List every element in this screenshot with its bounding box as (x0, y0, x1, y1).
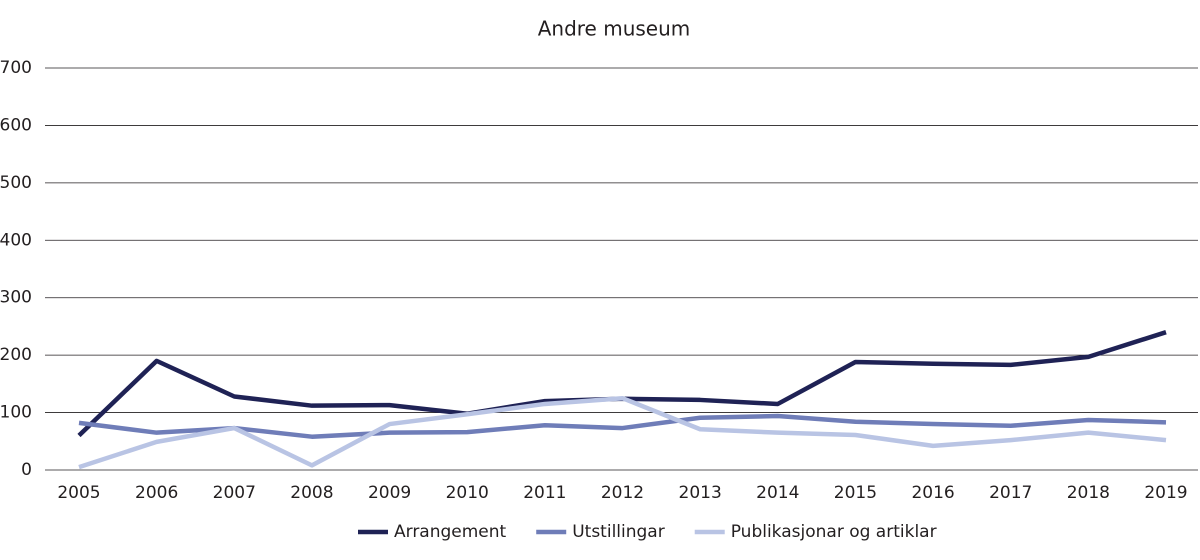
x-tick-label: 2016 (911, 483, 954, 503)
series-line (78, 395, 1167, 470)
chart-title: Andre museum (538, 17, 691, 41)
y-tick-label: 500 (0, 173, 32, 193)
series-line (77, 330, 1167, 438)
x-tick-label: 2015 (834, 483, 877, 503)
legend-label: Publikasjonar og artiklar (731, 522, 937, 542)
y-tick-label: 200 (0, 345, 32, 365)
y-tick-label: 0 (21, 460, 32, 480)
legend-label: Utstillingar (572, 522, 665, 542)
x-tick-label: 2005 (57, 483, 100, 503)
y-tick-label: 100 (0, 403, 32, 423)
x-tick-label: 2013 (679, 483, 722, 503)
x-tick-label: 2018 (1067, 483, 1110, 503)
x-tick-label: 2009 (368, 483, 411, 503)
x-tick-label: 2010 (446, 483, 489, 503)
x-tick-label: 2014 (756, 483, 799, 503)
y-tick-label: 700 (0, 58, 32, 78)
x-tick-label: 2011 (523, 483, 566, 503)
x-tick-label: 2017 (989, 483, 1032, 503)
y-tick-label: 300 (0, 288, 32, 308)
x-tick-label: 2019 (1144, 483, 1187, 503)
x-tick-label: 2006 (135, 483, 178, 503)
y-tick-label: 600 (0, 115, 32, 135)
legend-label: Arrangement (394, 522, 507, 542)
x-tick-label: 2007 (213, 483, 256, 503)
x-tick-label: 2008 (290, 483, 333, 503)
series-line (78, 413, 1167, 439)
x-tick-label: 2012 (601, 483, 644, 503)
y-tick-label: 400 (0, 230, 32, 250)
